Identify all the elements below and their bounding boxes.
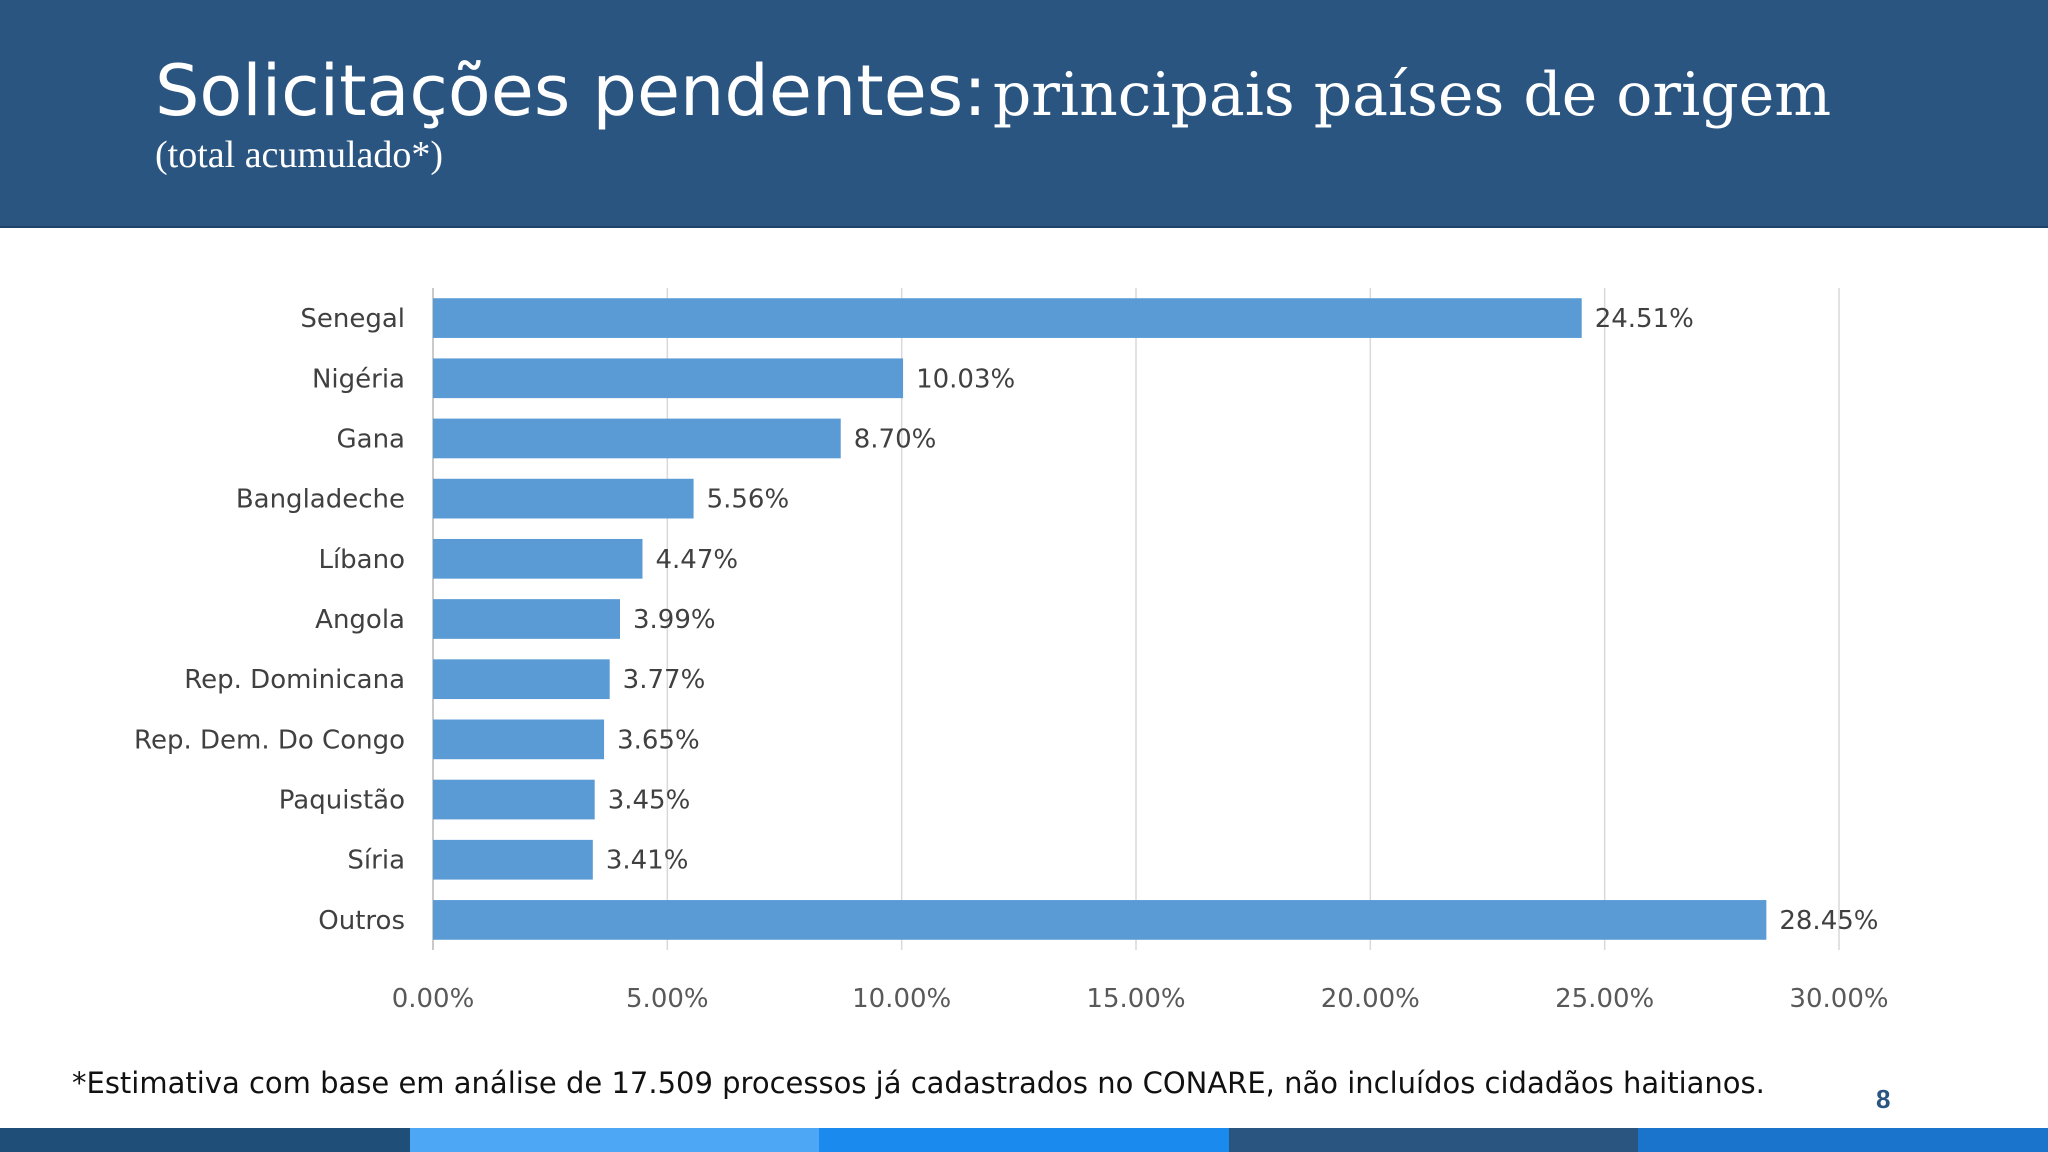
bar — [433, 478, 694, 519]
category-label: Nigéria — [312, 364, 405, 394]
bar — [433, 599, 620, 639]
category-label: Paquistão — [279, 786, 405, 816]
data-label: 3.99% — [633, 605, 716, 635]
slide-subtitle: (total acumulado*) — [155, 134, 444, 176]
category-label: Angola — [315, 605, 405, 635]
category-label: Síria — [347, 846, 405, 876]
x-tick-label: 5.00% — [626, 984, 709, 1014]
category-label: Gana — [337, 424, 406, 454]
bottom-bar-segment — [0, 1128, 410, 1152]
page-number: 8 — [1876, 1084, 1891, 1114]
x-tick-label: 0.00% — [392, 984, 475, 1014]
data-label: 8.70% — [854, 424, 937, 454]
category-label: Rep. Dominicana — [184, 665, 405, 695]
bottom-bar-segment — [1638, 1128, 2048, 1152]
category-label: Bangladeche — [236, 485, 405, 515]
data-label: 3.65% — [617, 725, 700, 755]
bottom-bar-segment — [1228, 1128, 1639, 1152]
x-tick-label: 15.00% — [1086, 984, 1185, 1014]
data-label: 3.41% — [606, 846, 689, 876]
bar — [433, 298, 1582, 338]
category-label: Senegal — [300, 304, 405, 334]
bottom-bar-segment — [409, 1128, 820, 1152]
bottom-bar-segment — [819, 1128, 1229, 1152]
bar — [433, 659, 610, 700]
data-label: 5.56% — [707, 485, 790, 515]
bar — [433, 418, 841, 459]
category-label: Líbano — [318, 545, 405, 575]
category-label: Outros — [318, 906, 405, 936]
bar — [433, 779, 595, 820]
bar — [433, 538, 643, 579]
data-label: 24.51% — [1595, 304, 1694, 334]
bar — [433, 900, 1767, 940]
data-label: 4.47% — [655, 545, 738, 575]
x-tick-label: 10.00% — [852, 984, 951, 1014]
x-tick-label: 30.00% — [1789, 984, 1888, 1014]
header-banner: Solicitações pendentes: principais países… — [0, 0, 2048, 228]
bar — [433, 358, 904, 399]
footnote: *Estimativa com base em análise de 17.50… — [72, 1066, 1765, 1100]
title-serif-part: principais países de origem — [992, 60, 1832, 130]
bar — [433, 839, 593, 880]
x-tick-label: 20.00% — [1321, 984, 1420, 1014]
data-label: 3.45% — [608, 786, 691, 816]
bar — [433, 719, 605, 760]
data-label: 28.45% — [1779, 906, 1878, 936]
bottom-color-bar — [0, 1128, 2048, 1152]
data-label: 10.03% — [916, 364, 1015, 394]
x-tick-label: 25.00% — [1555, 984, 1654, 1014]
bar-chart: 0.00% 5.00% 10.00% 15.00% 20.00% 25.00% 30.00%… — [134, 288, 1889, 1014]
category-label: Rep. Dem. Do Congo — [134, 725, 405, 755]
title-bold-part: Solicitações pendentes: — [155, 50, 987, 132]
data-label: 3.77% — [623, 665, 706, 695]
slide-title: Solicitações pendentes: principais países… — [155, 56, 1831, 126]
